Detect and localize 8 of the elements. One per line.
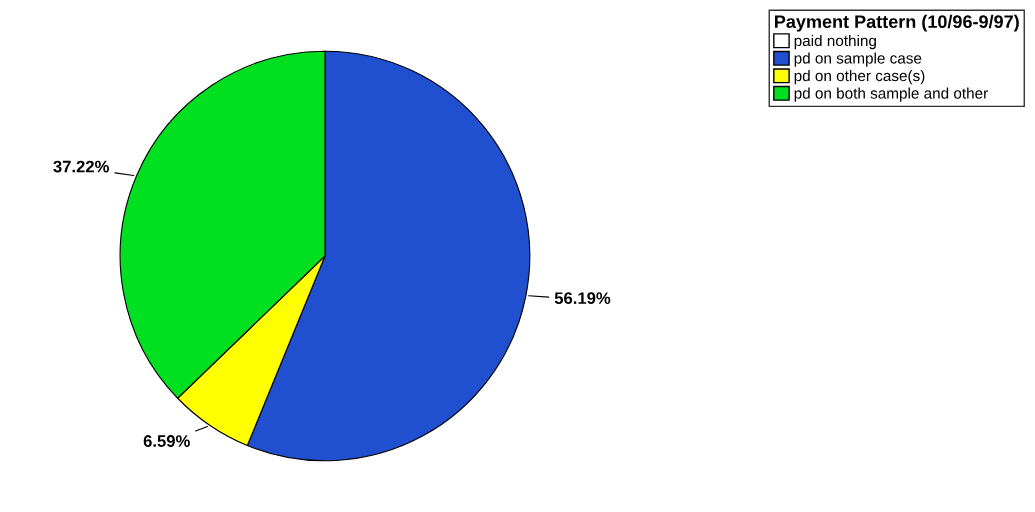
legend-label: pd on both sample and other	[794, 87, 988, 102]
legend-title: Payment Pattern (10/96-9/97)	[775, 14, 1019, 32]
data-label: 37.22%	[53, 160, 109, 173]
legend-label: pd on sample case	[794, 52, 922, 67]
data-label: 6.59%	[143, 435, 190, 447]
legend-label: pd on other case(s)	[794, 69, 925, 85]
legend-label: paid nothing	[794, 34, 876, 50]
data-label: 56.19%	[554, 292, 611, 305]
